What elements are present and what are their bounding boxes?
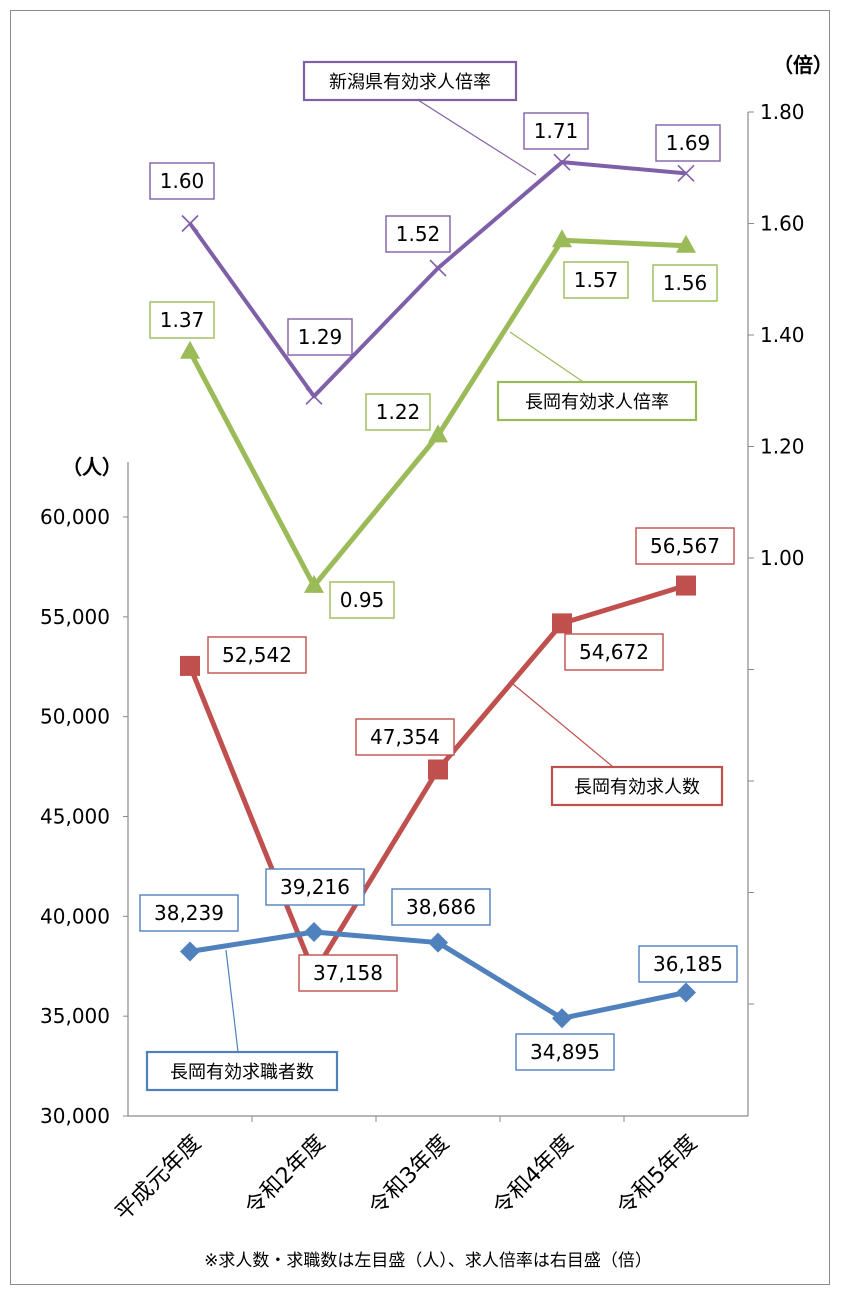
series-name-label: 新潟県有効求人倍率 <box>329 72 491 93</box>
data-label-box <box>207 636 307 674</box>
series-name-box <box>302 60 518 102</box>
data-label: 1.71 <box>534 119 579 143</box>
data-label-box <box>638 945 738 983</box>
data-label-box <box>563 261 629 299</box>
data-point-triangle <box>428 424 448 443</box>
left-tick-label: 55,000 <box>40 605 110 629</box>
data-label: 47,354 <box>370 725 440 749</box>
data-label-box <box>149 301 215 339</box>
data-point-diamond <box>428 932 448 953</box>
x-tick-label: 令和5年度 <box>612 1131 702 1221</box>
data-label-box <box>635 527 735 565</box>
chart-frame <box>10 10 830 1285</box>
series-name-label: 長岡有効求職者数 <box>170 1062 314 1083</box>
data-label-box <box>329 581 395 619</box>
data-point-triangle <box>676 234 696 253</box>
series-name-box <box>145 1050 339 1092</box>
data-label: 34,895 <box>530 1040 600 1064</box>
series-lines <box>180 153 696 1029</box>
data-point-triangle <box>552 229 572 248</box>
data-point-square <box>428 759 448 780</box>
data-point-square <box>552 613 572 634</box>
series-name-label: 長岡有効求人倍率 <box>525 392 669 413</box>
data-label-box <box>287 318 353 356</box>
right-tick-label: 1.00 <box>760 546 805 570</box>
data-label-box <box>564 633 664 671</box>
data-label: 56,567 <box>650 534 720 558</box>
left-tick-label: 30,000 <box>40 1104 110 1128</box>
data-label-box <box>365 393 431 431</box>
right-tick-label: 1.40 <box>760 323 805 347</box>
data-label-box <box>149 162 215 200</box>
data-point-x <box>181 214 199 233</box>
x-tick-label: 令和2年度 <box>240 1131 330 1221</box>
data-label-box <box>515 1033 615 1071</box>
data-label: 39,216 <box>280 875 350 899</box>
data-labels: 1.60 1.29 1.52 1.71 1.69 1.37 0.95 1.22 1.57 1.56… <box>139 112 738 1071</box>
axis-note: ※求人数・求職数は左目盛（人）、求人倍率は右目盛（倍） <box>204 1251 652 1271</box>
data-label-box <box>652 264 718 302</box>
right-tick-label: 1.80 <box>760 100 805 124</box>
left-tick-label: 35,000 <box>40 1004 110 1028</box>
data-label: 1.56 <box>663 271 708 295</box>
data-label-box <box>298 954 398 992</box>
data-label: 1.57 <box>574 268 619 292</box>
data-point-diamond <box>676 982 696 1003</box>
data-label: 1.37 <box>160 308 205 332</box>
data-point-square <box>676 575 696 596</box>
series-name-label: 長岡有効求人数 <box>574 777 700 798</box>
series-name-box <box>550 765 724 807</box>
data-label: 1.69 <box>666 131 711 155</box>
right-tick-label: 1.20 <box>760 435 805 459</box>
data-label: 37,158 <box>313 961 383 985</box>
data-label: 1.52 <box>396 222 441 246</box>
data-label-box <box>139 894 239 932</box>
data-label: 52,542 <box>222 643 292 667</box>
data-point-x <box>429 259 447 277</box>
left-axis-unit: （人） <box>62 455 122 479</box>
left-tick-label: 60,000 <box>40 505 110 529</box>
data-label: 1.22 <box>376 400 421 424</box>
leader-line <box>225 949 240 1061</box>
data-label-box <box>265 868 365 906</box>
data-point-triangle <box>304 574 324 593</box>
right-axis-unit: （倍） <box>773 53 833 77</box>
data-label-box <box>391 888 491 926</box>
data-label-box <box>523 112 589 150</box>
left-tick-label: 45,000 <box>40 805 110 829</box>
left-tick-label: 50,000 <box>40 705 110 729</box>
data-label: 1.29 <box>298 325 343 349</box>
data-label: 38,239 <box>154 901 224 925</box>
data-point-diamond <box>304 921 324 942</box>
data-point-x <box>677 164 695 182</box>
right-tick-label: 1.60 <box>760 212 805 236</box>
data-label: 38,686 <box>406 895 476 919</box>
leader-line <box>512 683 619 772</box>
data-label: 1.60 <box>160 169 205 193</box>
series-name-box <box>496 380 698 422</box>
data-point-triangle <box>180 340 200 359</box>
data-point-square <box>180 655 200 676</box>
left-tick-label: 40,000 <box>40 904 110 928</box>
data-point-diamond <box>552 1008 572 1029</box>
x-tick-label: 平成元年度 <box>111 1131 206 1226</box>
data-label: 54,672 <box>579 640 649 664</box>
data-label: 0.95 <box>340 588 385 612</box>
data-label-box <box>655 124 721 162</box>
data-label-box <box>385 215 451 253</box>
data-point-x <box>553 153 571 171</box>
x-tick-label: 令和3年度 <box>364 1131 454 1221</box>
data-point-x <box>305 387 323 405</box>
data-point-diamond <box>180 941 200 962</box>
leader-line <box>417 99 537 176</box>
data-label-box <box>355 718 455 756</box>
data-label: 36,185 <box>653 952 723 976</box>
x-tick-label: 令和4年度 <box>488 1131 578 1221</box>
